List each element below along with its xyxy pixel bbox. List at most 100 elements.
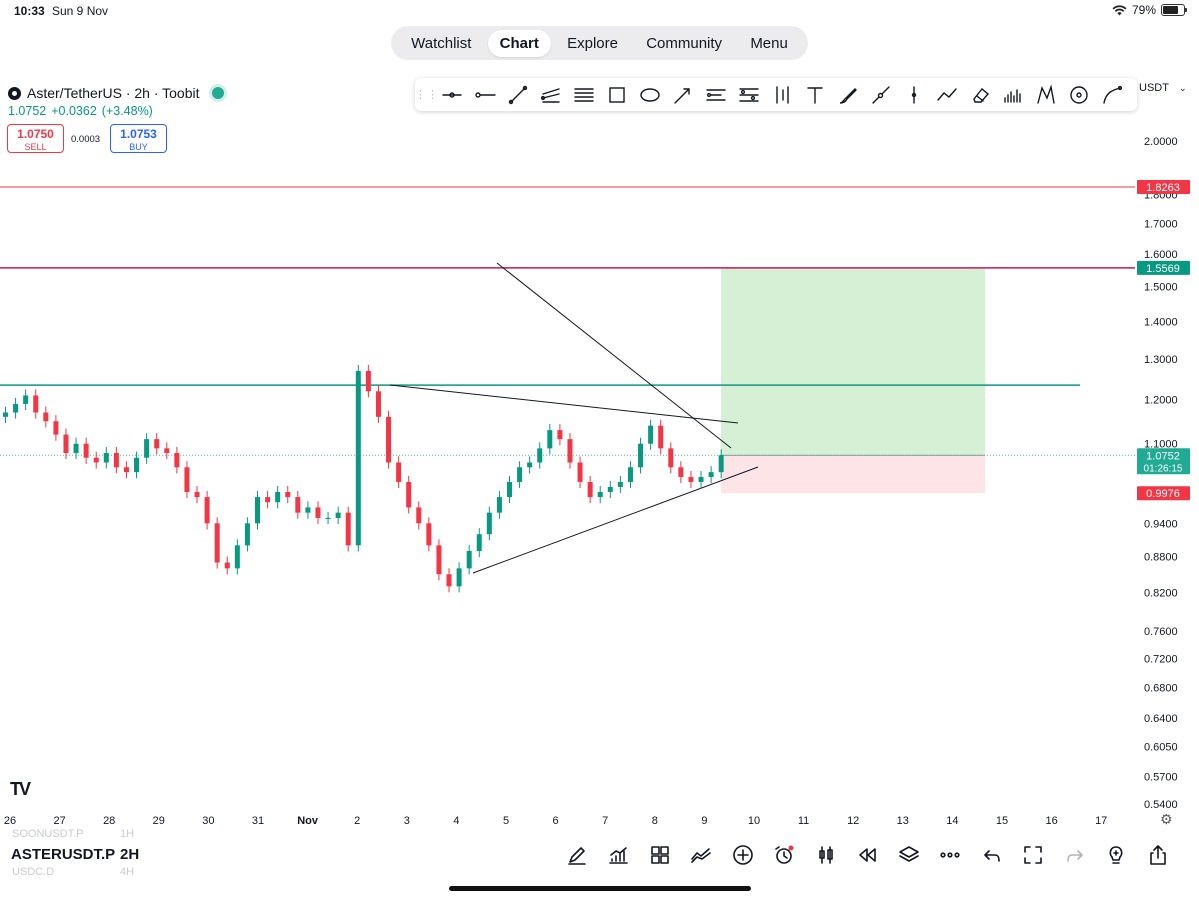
chart-settings-icon[interactable]: ⚙: [1160, 811, 1173, 827]
price-chart[interactable]: 2.00001.80001.70001.60001.50001.40001.30…: [0, 120, 1199, 830]
symbol-header[interactable]: Aster/TetherUS · 2h · Toobit: [8, 84, 228, 102]
candle[interactable]: [43, 406, 49, 428]
candle[interactable]: [708, 466, 714, 484]
candle[interactable]: [194, 485, 200, 504]
candle[interactable]: [507, 475, 512, 504]
triangle-upper-line[interactable]: [389, 384, 739, 424]
candle[interactable]: [406, 475, 412, 514]
tab-chart[interactable]: Chart: [487, 29, 551, 57]
candle[interactable]: [123, 461, 129, 479]
path-tool-icon[interactable]: [864, 78, 897, 111]
candle[interactable]: [13, 397, 19, 419]
candle[interactable]: [537, 442, 543, 469]
fib-channel-tool-icon[interactable]: [534, 78, 567, 111]
volume-profile-tool-icon[interactable]: [996, 78, 1029, 111]
candle[interactable]: [476, 528, 482, 558]
symbol-picker-prev[interactable]: SOONUSDT.P: [12, 828, 84, 840]
candle[interactable]: [285, 485, 291, 504]
candle[interactable]: [668, 442, 674, 474]
candle[interactable]: [648, 419, 654, 450]
eraser-tool-icon[interactable]: [963, 78, 996, 111]
candle-type-icon[interactable]: [805, 841, 847, 869]
candle[interactable]: [718, 449, 724, 479]
redo-icon[interactable]: [1054, 841, 1096, 869]
symbol-picker-next[interactable]: USDC.D: [12, 866, 55, 878]
candle[interactable]: [517, 461, 523, 489]
candle[interactable]: [607, 480, 613, 499]
candle[interactable]: [144, 433, 150, 464]
candle[interactable]: [587, 475, 593, 504]
tab-explore[interactable]: Explore: [567, 34, 618, 52]
fullscreen-icon[interactable]: [1013, 841, 1055, 869]
horizontal-ray-tool-icon[interactable]: [435, 78, 468, 111]
candle[interactable]: [275, 485, 281, 509]
candle[interactable]: [164, 442, 170, 460]
candle[interactable]: [496, 491, 502, 519]
interval-picker[interactable]: 2H: [120, 846, 140, 863]
candle[interactable]: [416, 501, 422, 530]
candle[interactable]: [73, 437, 79, 460]
tab-menu[interactable]: Menu: [750, 34, 788, 52]
candle[interactable]: [698, 470, 704, 489]
date-range-tool-icon[interactable]: [732, 78, 765, 111]
alert-icon[interactable]: [764, 841, 806, 869]
pencil-icon[interactable]: [556, 841, 598, 869]
polyline-tool-icon[interactable]: [930, 78, 963, 111]
candle[interactable]: [627, 461, 633, 489]
candle[interactable]: [547, 424, 553, 455]
candle[interactable]: [305, 501, 311, 519]
candle[interactable]: [224, 556, 230, 575]
interval-picker-next[interactable]: 4H: [120, 866, 135, 878]
interval-picker-prev[interactable]: 1H: [120, 828, 135, 840]
candle[interactable]: [658, 419, 664, 455]
candle[interactable]: [93, 451, 99, 469]
candle[interactable]: [325, 511, 331, 525]
replay-icon[interactable]: [847, 841, 889, 869]
candle[interactable]: [436, 539, 442, 581]
candle[interactable]: [678, 461, 684, 484]
text-tool-icon[interactable]: [798, 78, 831, 111]
vertical-lines-tool-icon[interactable]: [765, 78, 798, 111]
indicators-icon[interactable]: [598, 841, 640, 869]
candle[interactable]: [527, 456, 533, 474]
candle[interactable]: [577, 456, 583, 489]
profit-zone[interactable]: [721, 267, 985, 456]
candle[interactable]: [386, 410, 392, 469]
candle[interactable]: [3, 406, 8, 423]
candle[interactable]: [154, 433, 160, 455]
arrow-tool-icon[interactable]: [666, 78, 699, 111]
compare-icon[interactable]: [681, 841, 723, 869]
candle[interactable]: [63, 428, 69, 460]
candle[interactable]: [255, 491, 260, 530]
trend-line-tool-icon[interactable]: [501, 78, 534, 111]
circle-tool-icon[interactable]: [1062, 78, 1095, 111]
candle[interactable]: [214, 517, 220, 569]
candle[interactable]: [345, 506, 351, 552]
toolbar-drag-handle[interactable]: ⋮⋮: [415, 89, 439, 101]
candle[interactable]: [486, 506, 492, 541]
candle[interactable]: [466, 544, 472, 575]
candle[interactable]: [33, 389, 39, 419]
layers-icon[interactable]: [888, 841, 930, 869]
sell-button[interactable]: 1.0750 SELL: [7, 124, 64, 153]
share-icon[interactable]: [1137, 841, 1179, 869]
candle[interactable]: [355, 364, 361, 552]
candle[interactable]: [113, 446, 119, 474]
loss-zone[interactable]: [721, 455, 985, 494]
candle[interactable]: [567, 433, 573, 469]
candle[interactable]: [688, 470, 694, 489]
tab-community[interactable]: Community: [646, 34, 723, 52]
candle[interactable]: [265, 491, 271, 509]
candle[interactable]: [638, 437, 644, 474]
add-icon[interactable]: [722, 841, 764, 869]
candle[interactable]: [83, 437, 89, 464]
templates-icon[interactable]: [639, 841, 681, 869]
candle[interactable]: [365, 364, 371, 398]
candle[interactable]: [244, 517, 250, 552]
more-icon[interactable]: [930, 841, 972, 869]
candle[interactable]: [335, 506, 341, 525]
candle[interactable]: [174, 446, 180, 474]
candle[interactable]: [204, 491, 210, 530]
rectangle-tool-icon[interactable]: [600, 78, 633, 111]
candle[interactable]: [134, 451, 140, 479]
